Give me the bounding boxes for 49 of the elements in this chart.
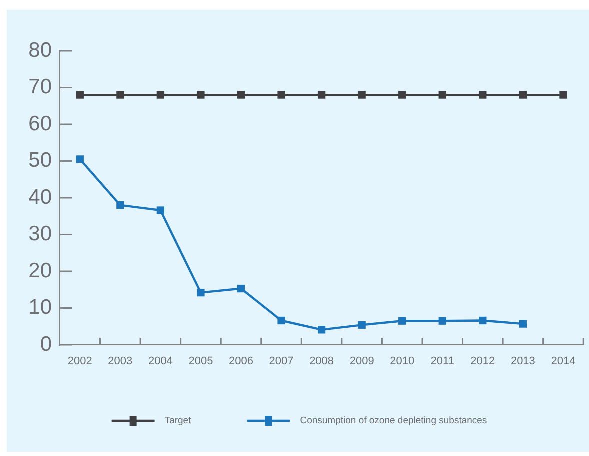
point <box>519 91 528 99</box>
y-tick-label: 80 <box>28 38 52 62</box>
point <box>156 206 165 214</box>
point <box>318 326 326 334</box>
point <box>156 91 165 99</box>
point <box>278 91 286 99</box>
point <box>479 91 487 99</box>
point <box>438 317 446 325</box>
point <box>398 317 406 325</box>
point <box>116 91 124 99</box>
y-tick-label: 30 <box>28 222 52 246</box>
y-tick-label: 0 <box>40 332 52 356</box>
point <box>76 156 84 164</box>
y-tick-label: 60 <box>28 112 52 136</box>
point <box>116 202 124 210</box>
point <box>197 91 205 99</box>
point <box>237 284 246 293</box>
x-tick-label: 2003 <box>108 356 133 368</box>
x-tick-label: 2010 <box>390 356 415 368</box>
point <box>358 321 366 329</box>
x-tick-label: 2006 <box>229 356 254 368</box>
point <box>278 316 286 325</box>
point <box>560 91 568 99</box>
x-tick-label: 2007 <box>269 356 294 368</box>
x-tick-label: 2012 <box>470 356 496 368</box>
y-tick-label: 10 <box>28 296 52 320</box>
legend-label: Target <box>164 416 192 427</box>
point <box>237 91 246 99</box>
x-tick-label: 2008 <box>310 356 334 368</box>
point <box>519 320 528 328</box>
x-tick-label: 2005 <box>188 356 214 368</box>
x-tick-label: 2002 <box>68 356 92 368</box>
point <box>318 91 326 99</box>
x-tick-label: 2011 <box>430 356 454 368</box>
point <box>398 91 406 99</box>
x-tick-label: 2004 <box>148 356 173 368</box>
point <box>197 288 205 297</box>
y-tick-label: 40 <box>28 186 52 209</box>
x-tick-label: 2014 <box>551 356 576 368</box>
y-tick-label: 50 <box>28 149 52 172</box>
point <box>479 316 487 325</box>
y-tick-label: 20 <box>28 259 52 282</box>
x-tick-label: 2013 <box>510 356 536 368</box>
point <box>358 91 366 99</box>
y-tick-label: 70 <box>28 76 52 99</box>
point <box>76 91 84 99</box>
point <box>438 91 446 99</box>
legend-label: Consumption of ozone depleting substances <box>300 416 488 427</box>
x-tick-label: 2009 <box>350 356 374 368</box>
